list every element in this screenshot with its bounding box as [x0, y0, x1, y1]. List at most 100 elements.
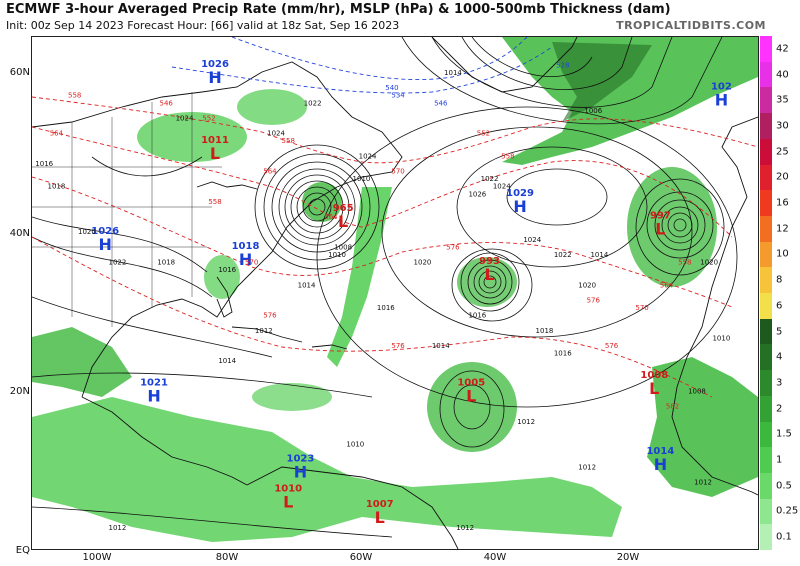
pressure-value-0: 1026 [201, 59, 229, 70]
precip-colorbar [760, 36, 772, 551]
precip-band-core [552, 42, 652, 122]
colorbar-segment-19 [760, 524, 772, 551]
isobar-label-4: 1022 [481, 175, 499, 183]
isobar-label-19: 1012 [255, 327, 273, 335]
isobar-label-5: 1024 [493, 183, 511, 191]
pressure-value-3: 1018 [232, 241, 260, 252]
lat-label-40n: 40N [9, 228, 30, 239]
precip-lee-core [302, 182, 342, 222]
pressure-value-7: 997 [650, 211, 671, 222]
pressure-value-8: 102 [711, 82, 732, 93]
isobar-label-33: 1008 [688, 388, 706, 396]
isobar-label-11: 1016 [468, 312, 486, 320]
map-panel: 1026 H 1011 L 1026 H 1018 H 965 L 993 L 1029 H 997 L 102… [31, 36, 759, 550]
isobar-label-34: 1012 [694, 479, 712, 487]
isobar-label-23: 1012 [456, 524, 474, 532]
isobar-label-32: 1010 [712, 334, 730, 342]
precip-central-america [32, 327, 132, 397]
lat-label-20n: 20N [9, 386, 30, 397]
lon-label-60w: 60W [349, 552, 373, 563]
high-pressure-symbol-13: H [654, 455, 667, 474]
isobar-label-6: 1026 [468, 190, 486, 198]
isobar-labels: 1024102210141006102210241026102410221020… [35, 69, 730, 532]
colorbar-segment-11 [760, 318, 772, 345]
isobar-label-26: 1016 [35, 160, 53, 168]
coast-cuba [231, 326, 303, 343]
thickness-label-20: 546 [434, 99, 448, 107]
isobars-cyclone-nw [254, 144, 380, 270]
pressure-value-6: 1029 [506, 188, 534, 199]
lon-label-20w: 20W [616, 552, 640, 563]
coast-hispaniola [311, 344, 348, 350]
thickness-label-12: 576 [263, 312, 277, 320]
isobar-label-2: 1014 [444, 69, 462, 77]
colorbar-label-9: 8 [776, 274, 783, 286]
isobars-west [32, 156, 393, 538]
isobars-tropical-wave [439, 370, 505, 448]
thickness-label-14: 576 [605, 342, 619, 350]
lat-label-eq: EQ [15, 545, 30, 556]
thickness-label-3: 558 [282, 137, 295, 145]
isobar-label-17: 1008 [334, 243, 352, 251]
coast-greenland [431, 37, 578, 93]
thickness-label-5: 570 [391, 168, 404, 176]
isobar-label-13: 1014 [432, 342, 450, 350]
state-borders [32, 92, 222, 327]
thickness-label-4: 564 [263, 168, 277, 176]
thickness-label-0: 558 [68, 92, 81, 100]
lat-label-60n: 60N [9, 67, 30, 78]
thickness-label-18: 534 [391, 92, 405, 100]
isobar-label-1: 1022 [304, 99, 322, 107]
precip-itcz [32, 397, 622, 542]
low-pressure-symbol-5: L [484, 265, 494, 284]
isobar-label-38: 1010 [353, 175, 371, 183]
coast-great-lakes [196, 181, 258, 190]
low-pressure-symbol-15: L [283, 493, 293, 512]
low-pressure-symbol-12: L [649, 379, 659, 398]
precip-hudson [237, 89, 307, 125]
colorbar-label-14: 2 [776, 403, 783, 415]
precip-florida [204, 255, 240, 299]
isobar-label-37: 1024 [359, 152, 377, 160]
high-pressure-symbol-8: H [715, 91, 728, 110]
colorbar-label-8: 10 [776, 248, 789, 260]
pressure-value-2: 1026 [91, 226, 119, 237]
low-pressure-symbol-7: L [655, 220, 665, 239]
isobar-label-35: 1014 [590, 251, 608, 259]
colorbar-label-11: 5 [776, 326, 783, 338]
colorbar-label-2: 35 [776, 94, 789, 106]
colorbar-label-7: 12 [776, 223, 789, 235]
colorbar-label-5: 20 [776, 171, 789, 183]
isobar-label-31: 1016 [218, 266, 236, 274]
thickness-label-15: 570 [635, 304, 648, 312]
precip-cyclone-east [627, 167, 717, 287]
precip-tropical-wave [427, 362, 517, 452]
thickness-label-17: 558 [678, 259, 691, 267]
isobar-label-18: 1010 [328, 251, 346, 259]
lon-label-80w: 80W [215, 552, 239, 563]
thickness-label-19: 540 [385, 84, 398, 92]
high-pressure-symbol-9: H [147, 387, 160, 406]
colorbar-label-3: 30 [776, 120, 789, 132]
pressure-value-5: 993 [479, 256, 500, 267]
colorbar-segment-8 [760, 241, 772, 268]
high-pressure-symbol-10: H [294, 462, 307, 481]
thickness-label-11: 576 [446, 243, 460, 251]
thickness-label-21: 528 [556, 61, 569, 69]
coast-central-america [81, 396, 248, 486]
pressure-value-13: 1014 [646, 446, 674, 457]
thickness-label-13: 576 [391, 342, 405, 350]
isobar-label-22: 1012 [578, 463, 596, 471]
colorbar-label-12: 4 [776, 351, 783, 363]
colorbar-segment-2 [760, 87, 772, 114]
colorbar-segment-17 [760, 472, 772, 500]
precip-caribbean [252, 383, 332, 411]
precip-lee-band [327, 187, 392, 367]
colorbar-label-13: 3 [776, 377, 783, 389]
colorbar-segment-4 [760, 138, 772, 165]
colorbar-segment-3 [760, 113, 772, 140]
isobar-label-15: 1016 [377, 304, 395, 312]
isobar-label-16: 1020 [414, 259, 432, 267]
pressure-value-1: 1011 [201, 135, 229, 146]
